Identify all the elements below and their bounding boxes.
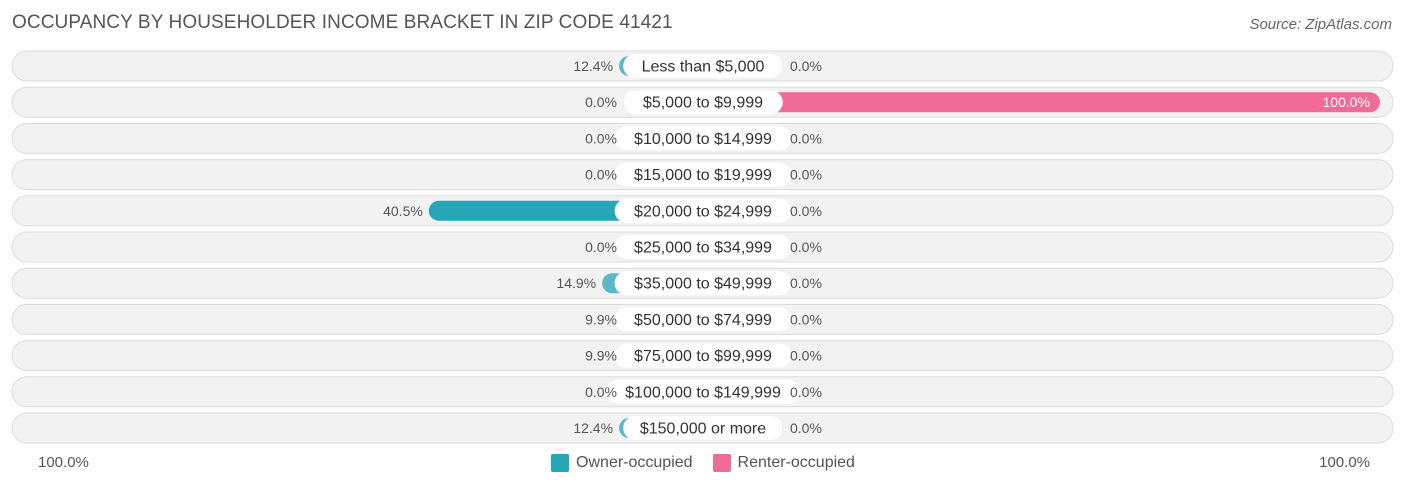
owner-value-label: 9.9% [585, 311, 617, 327]
table-row: $20,000 to $24,999 40.5% 0.0% [11, 195, 1394, 227]
legend: Owner-occupied Renter-occupied [0, 452, 1406, 474]
source-label: Source: ZipAtlas.com [1249, 16, 1392, 33]
owner-value-label: 0.0% [585, 130, 617, 146]
category-label-bg [614, 307, 792, 332]
category-label: $15,000 to $19,999 [634, 167, 772, 184]
legend-item-renter[interactable]: Renter-occupied [712, 454, 855, 472]
category-label-bg [614, 198, 792, 223]
category-label-bg [614, 126, 792, 151]
category-label-bg [614, 235, 792, 259]
owner-value-label: 0.0% [585, 239, 617, 255]
axis-right-label: 100.0% [1319, 454, 1370, 471]
legend-label-owner: Owner-occupied [576, 454, 693, 471]
category-label-bg [614, 343, 792, 368]
category-label: $10,000 to $14,999 [634, 131, 772, 148]
table-row: $25,000 to $34,999 0.0% 0.0% [11, 231, 1394, 263]
category-label-bg [606, 379, 800, 404]
table-row: Less than $5,000 12.4% 0.0% [11, 50, 1394, 82]
category-label: $35,000 to $49,999 [634, 276, 772, 293]
chart-title: OCCUPANCY BY HOUSEHOLDER INCOME BRACKET … [12, 12, 673, 33]
owner-value-label: 14.9% [556, 275, 596, 291]
category-label-bg [614, 271, 792, 296]
category-label: $150,000 or more [640, 421, 766, 438]
renter-value-label: 0.0% [790, 167, 822, 183]
category-label: $75,000 to $99,999 [634, 348, 772, 365]
legend-item-owner[interactable]: Owner-occupied [551, 454, 693, 472]
category-label-bg [614, 162, 792, 187]
legend-label-renter: Renter-occupied [737, 454, 855, 471]
category-label: $100,000 to $149,999 [625, 384, 781, 401]
category-label: $5,000 to $9,999 [643, 95, 763, 112]
renter-value-label: 0.0% [790, 420, 822, 436]
legend-swatch-renter [712, 454, 731, 472]
table-row: $10,000 to $14,999 0.0% 0.0% [11, 122, 1394, 154]
owner-value-label: 0.0% [585, 94, 617, 110]
owner-value-label: 9.9% [585, 348, 617, 364]
table-row: $150,000 or more 12.4% 0.0% [11, 412, 1394, 444]
category-label: $50,000 to $74,999 [634, 312, 772, 329]
renter-value-label: 0.0% [790, 203, 822, 219]
category-label-bg [623, 90, 783, 115]
owner-value-label: 12.4% [573, 58, 613, 74]
renter-value-label: 0.0% [790, 384, 822, 400]
category-label-bg [623, 54, 783, 78]
category-label-bg [623, 416, 783, 440]
owner-value-label: 12.4% [573, 420, 613, 436]
renter-value-label: 0.0% [790, 239, 822, 255]
table-row: $5,000 to $9,999 0.0% 100.0% [11, 86, 1394, 118]
table-row: $75,000 to $99,999 9.9% 0.0% [11, 340, 1394, 372]
table-row: $100,000 to $149,999 0.0% 0.0% [11, 376, 1394, 408]
table-row: $50,000 to $74,999 9.9% 0.0% [11, 303, 1394, 335]
table-row: $15,000 to $19,999 0.0% 0.0% [11, 159, 1394, 191]
renter-value-label: 100.0% [1323, 94, 1370, 110]
renter-value-label: 0.0% [790, 275, 822, 291]
legend-swatch-owner [551, 454, 570, 472]
category-label: $25,000 to $34,999 [634, 240, 772, 257]
owner-value-label: 0.0% [585, 384, 617, 400]
renter-value-label: 0.0% [790, 348, 822, 364]
renter-value-label: 0.0% [790, 130, 822, 146]
renter-value-label: 0.0% [790, 58, 822, 74]
category-label: Less than $5,000 [642, 59, 765, 76]
category-label: $20,000 to $24,999 [634, 203, 772, 220]
owner-value-label: 0.0% [585, 167, 617, 183]
table-row: $35,000 to $49,999 14.9% 0.0% [11, 267, 1394, 299]
renter-bar[interactable] [703, 92, 1380, 113]
owner-value-label: 40.5% [383, 203, 423, 219]
axis-left-label: 100.0% [38, 454, 89, 471]
renter-value-label: 0.0% [790, 311, 822, 327]
